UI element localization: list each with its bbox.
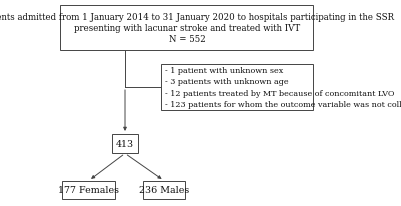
Text: - 12 patients treated by MT because of concomitant LVO: - 12 patients treated by MT because of c… [166,89,395,97]
Text: presenting with lacunar stroke and treated with IVT: presenting with lacunar stroke and treat… [74,24,300,33]
Bar [143,181,185,199]
Text: N = 552: N = 552 [168,34,205,43]
Bar [61,6,313,51]
Bar [63,181,115,199]
Text: - 123 patients for whom the outcome variable was not collected: - 123 patients for whom the outcome vari… [166,101,401,109]
Text: 413: 413 [116,139,134,148]
Bar [161,65,313,110]
Text: 236 Males: 236 Males [139,185,189,194]
Text: - 1 patient with unknown sex: - 1 patient with unknown sex [166,67,284,75]
Text: - 3 patients with unknown age: - 3 patients with unknown age [166,78,289,86]
Text: Patients admitted from 1 January 2014 to 31 January 2020 to hospitals participat: Patients admitted from 1 January 2014 to… [0,13,394,22]
Bar [112,134,138,154]
Text: 177 Females: 177 Females [58,185,119,194]
